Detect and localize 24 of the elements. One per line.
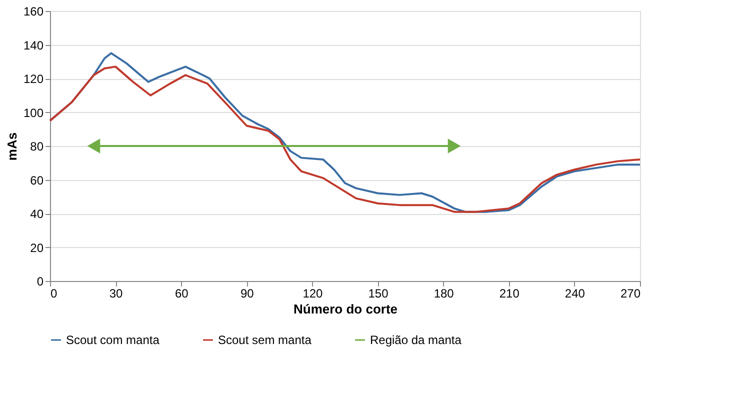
y-tick-label: 100 — [23, 106, 44, 120]
x-tick-label: 60 — [174, 286, 189, 300]
y-tick-label: 0 — [36, 274, 44, 288]
y-tick-label: 140 — [23, 38, 44, 52]
x-tick-label: 30 — [109, 286, 124, 300]
x-tick-label: 240 — [564, 286, 586, 300]
x-tick-label: 90 — [240, 286, 254, 300]
x-tick-label: 270 — [620, 286, 641, 300]
legend-label: Scout sem manta — [218, 333, 312, 347]
legend-label: Scout com manta — [66, 333, 160, 347]
x-tick-label: 210 — [499, 286, 520, 300]
y-tick-label: 20 — [30, 240, 44, 255]
x-tick-label: 120 — [302, 286, 324, 300]
x-tick-label: 150 — [368, 286, 389, 300]
y-tick-label: 80 — [30, 140, 44, 154]
y-axis-title: mAs — [4, 132, 20, 161]
x-tick-label: 180 — [434, 286, 454, 300]
y-tick-label: 120 — [23, 72, 44, 86]
x-tick-label: 0 — [50, 286, 58, 300]
x-axis-title: Número do corte — [293, 302, 398, 316]
legend-label: Região da manta — [370, 333, 462, 347]
y-tick-label: 160 — [23, 4, 44, 18]
y-tick-label: 40 — [30, 207, 44, 221]
y-tick-label: 60 — [30, 173, 44, 188]
